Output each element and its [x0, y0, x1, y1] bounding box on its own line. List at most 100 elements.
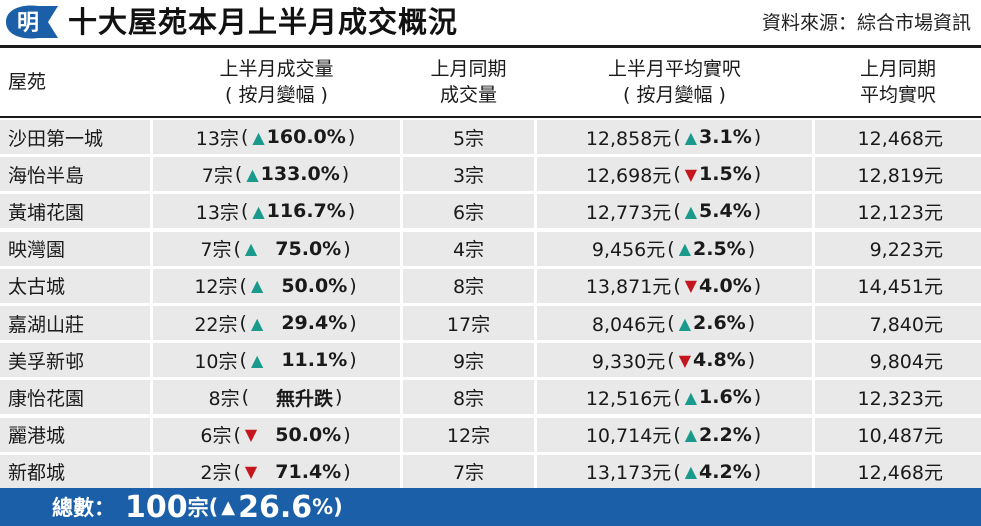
- up-triangle-icon: ▲: [221, 496, 236, 518]
- prev-price-cell: 12,323元: [815, 380, 981, 415]
- prev-price-value: 9,804元: [869, 350, 943, 373]
- close-paren: ): [343, 460, 351, 483]
- estate-name: 麗港城: [8, 425, 66, 448]
- total-change: 26.6: [238, 489, 313, 525]
- open-paren: (: [241, 386, 250, 409]
- volume-cell: 7宗(▲ 75.0%): [153, 231, 400, 266]
- total-label: 總數：: [52, 496, 115, 520]
- close-paren: ): [347, 126, 356, 148]
- page-title: 十大屋苑本月上半月成交概況: [68, 5, 459, 39]
- prev-price-value: 12,819元: [857, 164, 943, 187]
- avg-price-change: 4.8%: [693, 349, 746, 372]
- estate-cell: 新都城: [0, 454, 150, 489]
- table-row: 新都城 2宗(▼ 71.4%) 7宗 13,173元(▲ 4.2%) 12,468元: [0, 454, 981, 492]
- open-paren: (: [208, 495, 219, 519]
- up-triangle-icon: ▲: [244, 239, 258, 259]
- volume-value: 13宗: [195, 127, 239, 150]
- header-prev-volume-line2: 成交量: [439, 84, 497, 106]
- avg-price-cell: 10,714元(▲ 2.2%): [537, 417, 812, 452]
- estate-cell: 黃埔花園: [0, 194, 150, 229]
- close-paren: ): [343, 423, 351, 446]
- prev-price-cell: 12,123元: [815, 194, 981, 229]
- header: 明 十大屋苑本月上半月成交概況 資料來源：綜合市場資訊: [0, 0, 981, 48]
- volume-cell: 13宗(▲ 116.7%): [153, 194, 400, 229]
- open-paren: (: [673, 274, 681, 297]
- prev-price-value: 14,451元: [857, 276, 943, 299]
- table-header-row: 屋苑 上半月成交量 ( 按月變幅 ) 上月同期 成交量 上半月平均實呎 ( 按月…: [0, 50, 981, 116]
- up-triangle-icon: ▲: [684, 387, 698, 407]
- volume-value: 2宗: [200, 462, 232, 485]
- table-row: 沙田第一城 13宗(▲ 160.0%) 5宗 12,858元(▲ 3.1%) 12,468元: [0, 120, 981, 157]
- prev-price-cell: 14,451元: [815, 268, 981, 303]
- prev-volume-value: 8宗: [452, 276, 485, 299]
- table-row: 黃埔花園 13宗(▲ 116.7%) 6宗 12,773元(▲ 5.4%) 12,123元: [0, 194, 981, 231]
- estate-name: 沙田第一城: [8, 127, 104, 150]
- avg-price-cell: 12,516元(▲ 1.6%): [537, 380, 812, 415]
- open-paren: (: [239, 312, 247, 334]
- estate-cell: 康怡花園: [0, 380, 150, 415]
- volume-value: 13宗: [195, 201, 239, 224]
- open-paren: (: [233, 423, 241, 446]
- avg-price-change: 2.2%: [699, 423, 752, 446]
- close-paren: ): [747, 237, 756, 260]
- up-triangle-icon: ▲: [250, 350, 264, 370]
- avg-price-change: 4.0%: [699, 274, 752, 297]
- estate-name: 嘉湖山莊: [8, 313, 85, 336]
- prev-price-value: 9,223元: [869, 239, 943, 262]
- header-prev-volume-line1: 上月同期: [430, 58, 507, 80]
- avg-price-value: 10,714元: [585, 425, 672, 448]
- table-row: 海怡半島 7宗(▲ 133.0%) 3宗 12,698元(▼ 1.5%) 12,819元: [0, 157, 981, 194]
- avg-price-cell: 12,698元(▼ 1.5%): [537, 157, 812, 192]
- avg-price-change: 1.5%: [699, 163, 752, 186]
- avg-price-value: 12,698元: [585, 164, 672, 187]
- estate-name: 美孚新邨: [8, 350, 85, 373]
- close-paren: ): [753, 274, 762, 297]
- table-row: 康怡花園 8宗(無升跌) 8宗 12,516元(▲ 1.6%) 12,323元: [0, 380, 981, 417]
- up-triangle-icon: ▲: [678, 239, 691, 259]
- open-paren: (: [667, 237, 675, 260]
- prev-volume-cell: 17宗: [403, 306, 534, 340]
- total-summary: 總數： 100 宗 ( ▲ 26.6 % ): [52, 488, 343, 526]
- header-estate: 屋苑: [0, 50, 158, 114]
- close-paren: ): [349, 312, 357, 334]
- avg-price-cell: 13,871元(▼ 4.0%): [537, 268, 812, 303]
- prev-price-cell: 12,468元: [815, 120, 981, 154]
- volume-cell: 2宗(▼ 71.4%): [153, 454, 400, 489]
- header-avg-price-line1: 上半月平均實呎: [607, 58, 741, 80]
- prev-price-value: 10,487元: [857, 425, 943, 448]
- open-paren: (: [673, 460, 681, 483]
- avg-price-cell: 12,773元(▲ 5.4%): [537, 194, 812, 229]
- volume-value: 10宗: [194, 350, 238, 373]
- volume-value: 8宗: [208, 387, 240, 410]
- open-paren: (: [240, 200, 249, 223]
- prev-volume-value: 12宗: [446, 425, 491, 448]
- up-triangle-icon: ▲: [250, 313, 264, 333]
- total-value: 100: [125, 489, 188, 525]
- up-triangle-icon: ▲: [252, 201, 265, 221]
- volume-change: 29.4%: [281, 312, 348, 334]
- volume-change: 71.4%: [275, 460, 342, 483]
- prev-price-value: 12,123元: [857, 201, 943, 224]
- prev-price-value: 12,468元: [857, 127, 943, 150]
- header-estate-label: 屋苑: [8, 71, 47, 93]
- table-row: 嘉湖山莊 22宗(▲ 29.4%) 17宗 8,046元(▲ 2.6%) 7,840元: [0, 306, 981, 343]
- close-paren: ): [747, 312, 756, 334]
- header-volume-line1: 上半月成交量: [219, 58, 334, 80]
- prev-price-cell: 12,819元: [815, 157, 981, 192]
- down-triangle-icon: ▼: [244, 425, 258, 445]
- total-bar: 總數： 100 宗 ( ▲ 26.6 % ): [0, 488, 981, 526]
- volume-change: 50.0%: [275, 423, 342, 446]
- table-row: 美孚新邨 10宗(▲ 11.1%) 9宗 9,330元(▼ 4.8%) 9,804元: [0, 343, 981, 380]
- open-paren: (: [667, 312, 675, 334]
- close-paren: ): [347, 200, 356, 223]
- open-paren: (: [673, 386, 681, 409]
- avg-price-change: 1.6%: [699, 386, 752, 409]
- close-paren: ): [341, 163, 350, 186]
- header-rule: [0, 45, 981, 48]
- avg-price-value: 9,456元: [591, 239, 666, 262]
- prev-volume-value: 3宗: [452, 164, 485, 187]
- up-triangle-icon: ▲: [252, 127, 265, 147]
- open-paren: (: [667, 349, 675, 372]
- volume-value: 22宗: [194, 313, 238, 336]
- close-paren: ): [747, 349, 756, 372]
